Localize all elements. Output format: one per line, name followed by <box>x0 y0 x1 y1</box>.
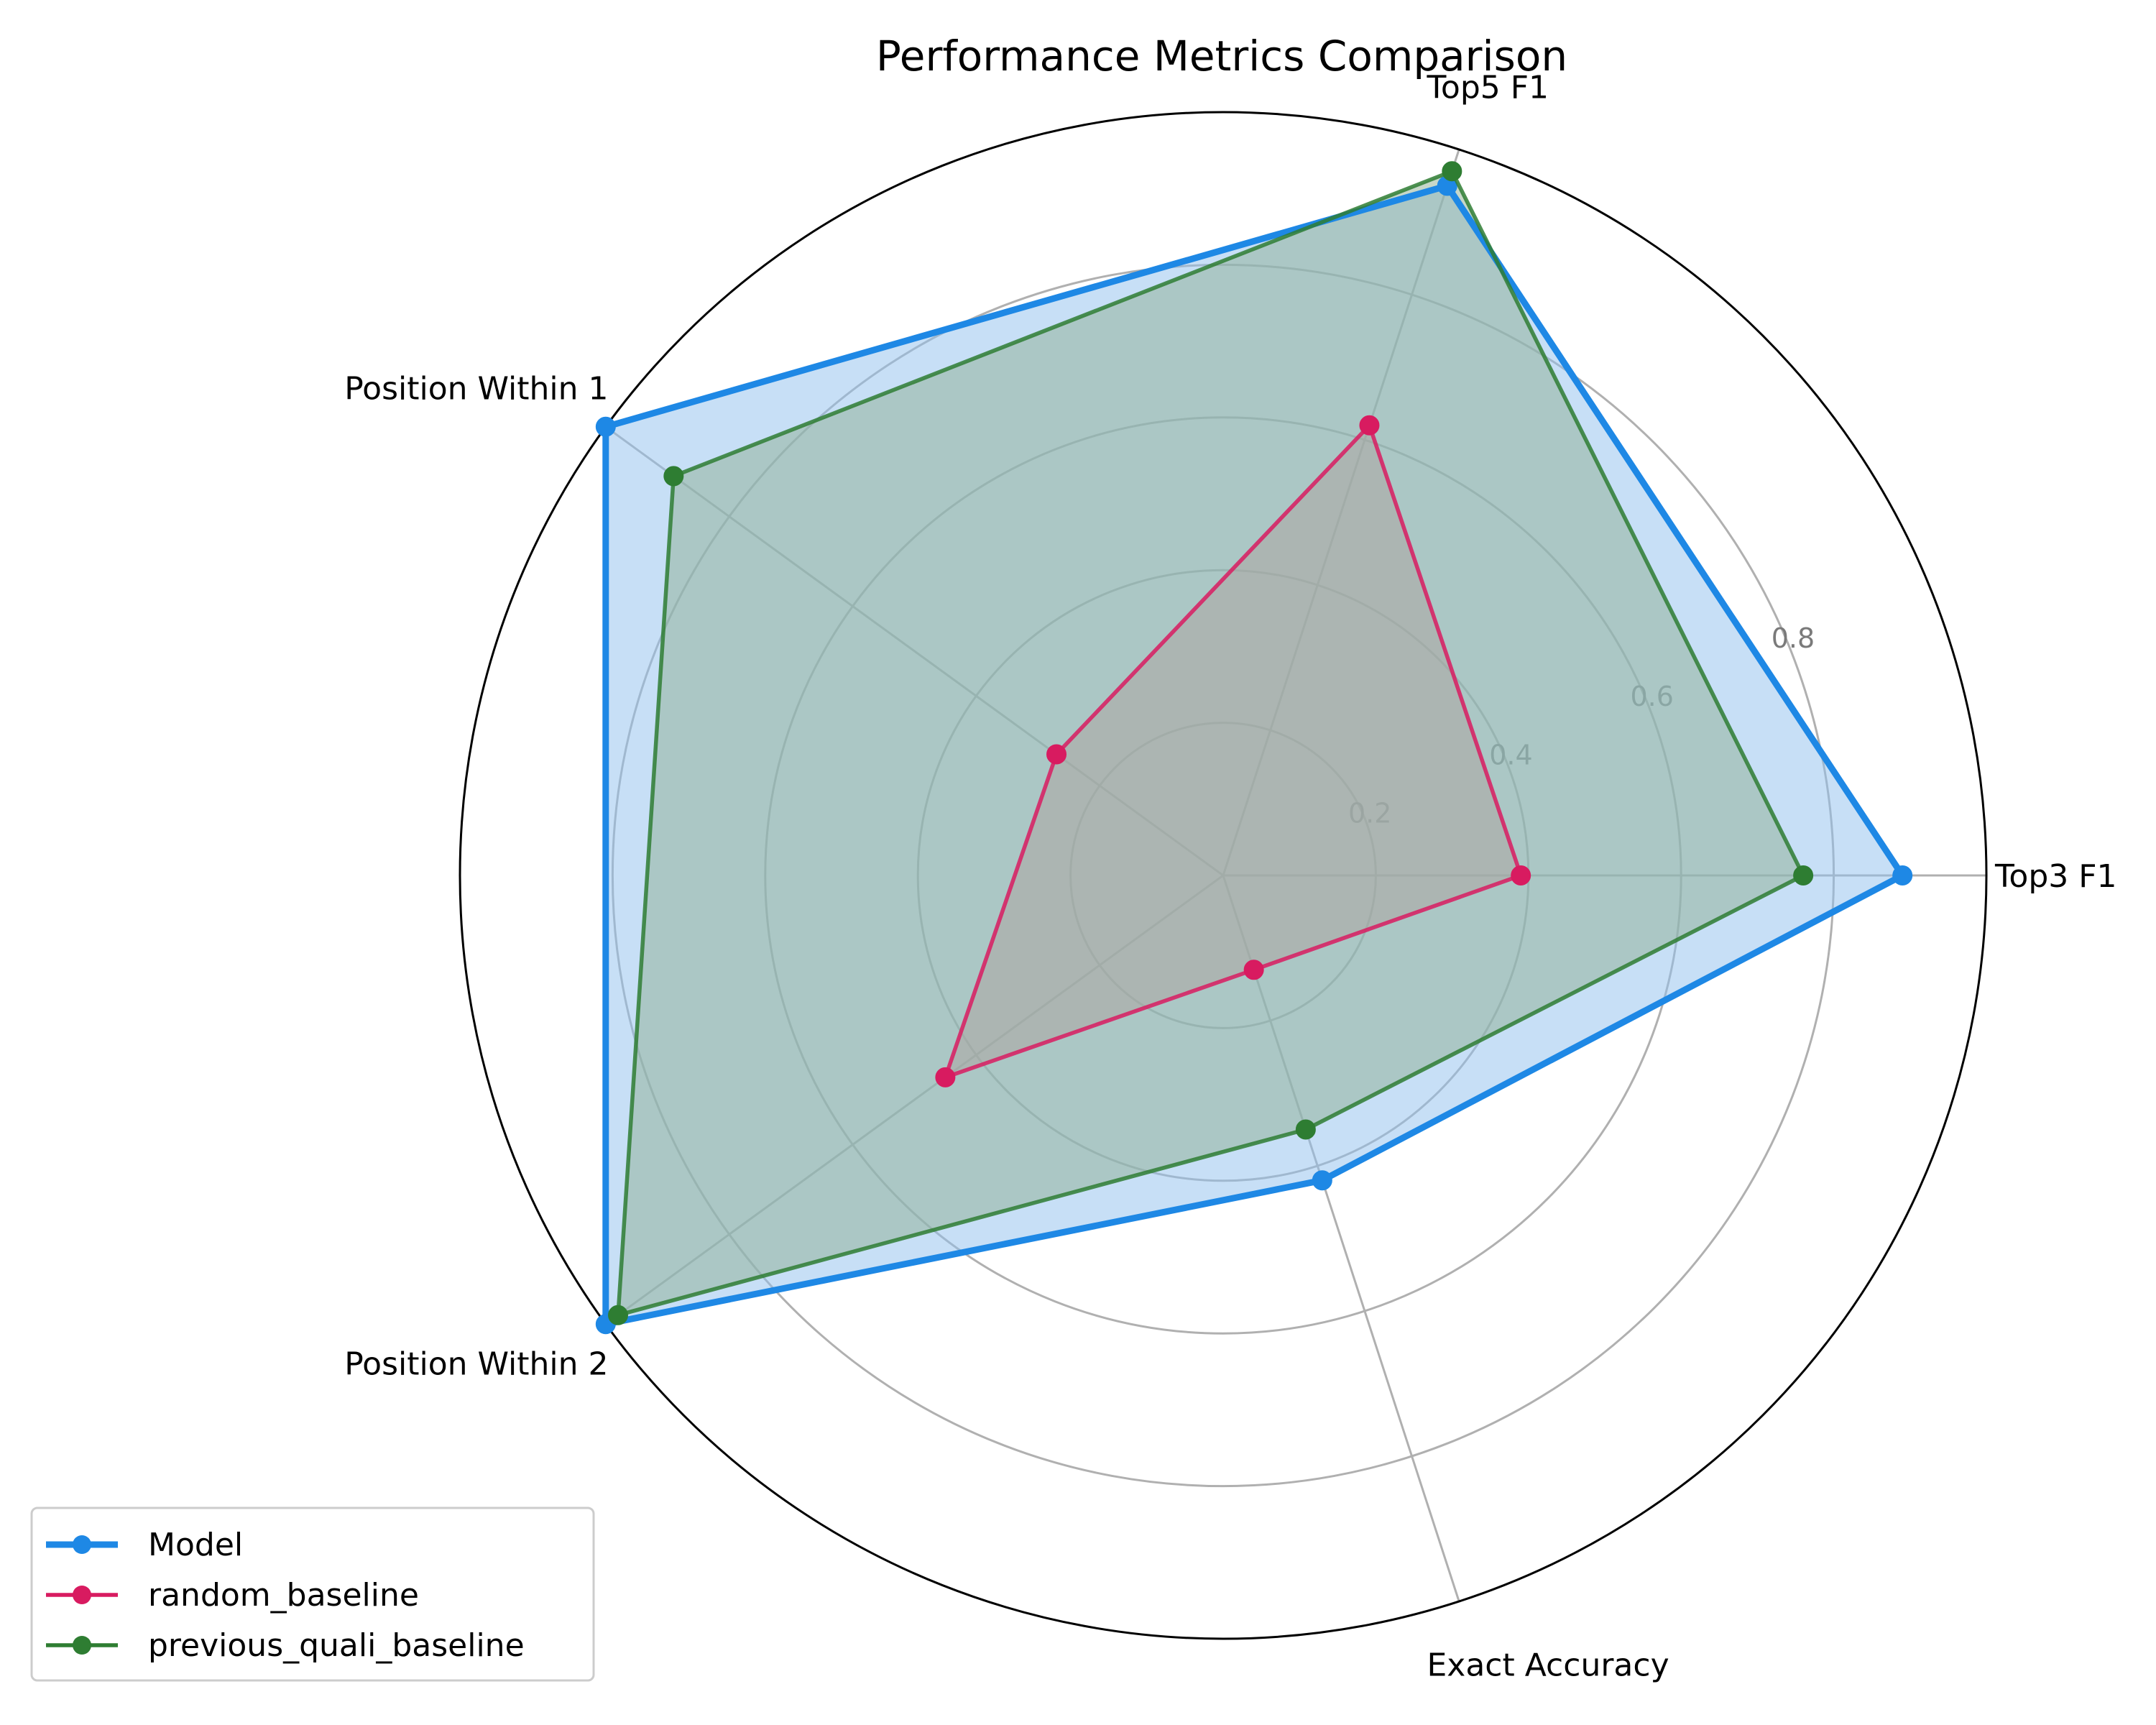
legend-swatch-marker-model <box>73 1535 91 1554</box>
data-point-model-exact-accuracy <box>1312 1170 1332 1191</box>
legend-swatch-marker-random-baseline <box>73 1586 91 1604</box>
series-fill-previous-quali-baseline <box>618 171 1804 1315</box>
data-point-previous-quali-baseline-top3-f1 <box>1793 865 1814 886</box>
legend-label-previous-quali-baseline: previous_quali_baseline <box>148 1627 525 1664</box>
axis-label-top5-f1: Top5 F1 <box>1427 69 1549 106</box>
data-point-random-baseline-position-within-1 <box>1046 744 1067 765</box>
data-point-model-position-within-1 <box>595 416 616 437</box>
r-tick-label-0-8: 0.8 <box>1772 622 1815 654</box>
axis-label-position-within-2: Position Within 2 <box>344 1346 608 1382</box>
axis-label-exact-accuracy: Exact Accuracy <box>1427 1647 1669 1684</box>
data-point-random-baseline-exact-accuracy <box>1243 960 1264 980</box>
data-point-previous-quali-baseline-top5-f1 <box>1442 161 1462 182</box>
data-point-random-baseline-top5-f1 <box>1359 415 1380 436</box>
axis-label-top3-f1: Top3 F1 <box>1994 858 2117 895</box>
data-point-previous-quali-baseline-position-within-1 <box>663 466 684 487</box>
legend-frame <box>30 1506 595 1682</box>
legend: Model random_baseline previous_quali_basel… <box>30 1506 595 1682</box>
axis-label-position-within-1: Position Within 1 <box>344 371 608 408</box>
legend-item-model: Model <box>46 1527 243 1563</box>
chart-title: Performance Metrics Comparison <box>876 32 1567 80</box>
legend-label-model: Model <box>148 1527 243 1563</box>
legend-item-previous-quali-baseline: previous_quali_baseline <box>46 1627 525 1664</box>
data-point-random-baseline-position-within-2 <box>935 1067 956 1087</box>
data-point-random-baseline-top3-f1 <box>1511 865 1531 886</box>
data-point-previous-quali-baseline-exact-accuracy <box>1295 1119 1316 1140</box>
legend-label-random-baseline: random_baseline <box>148 1577 419 1614</box>
series-line-model <box>602 183 1906 1328</box>
outer-ring <box>459 111 1988 1640</box>
series-line-previous-quali-baseline <box>616 169 1805 1317</box>
data-point-previous-quali-baseline-position-within-2 <box>608 1305 629 1325</box>
series-lines <box>595 161 1913 1335</box>
data-point-model-top3-f1 <box>1892 865 1913 886</box>
series-fills <box>605 171 1903 1325</box>
series-line-random-baseline <box>943 423 1523 1080</box>
legend-swatch-marker-previous-quali-baseline <box>73 1636 91 1655</box>
legend-item-random-baseline: random_baseline <box>46 1577 419 1614</box>
axis-labels: Top3 F1 Top5 F1 Position Within 1 Position … <box>344 69 2116 1683</box>
